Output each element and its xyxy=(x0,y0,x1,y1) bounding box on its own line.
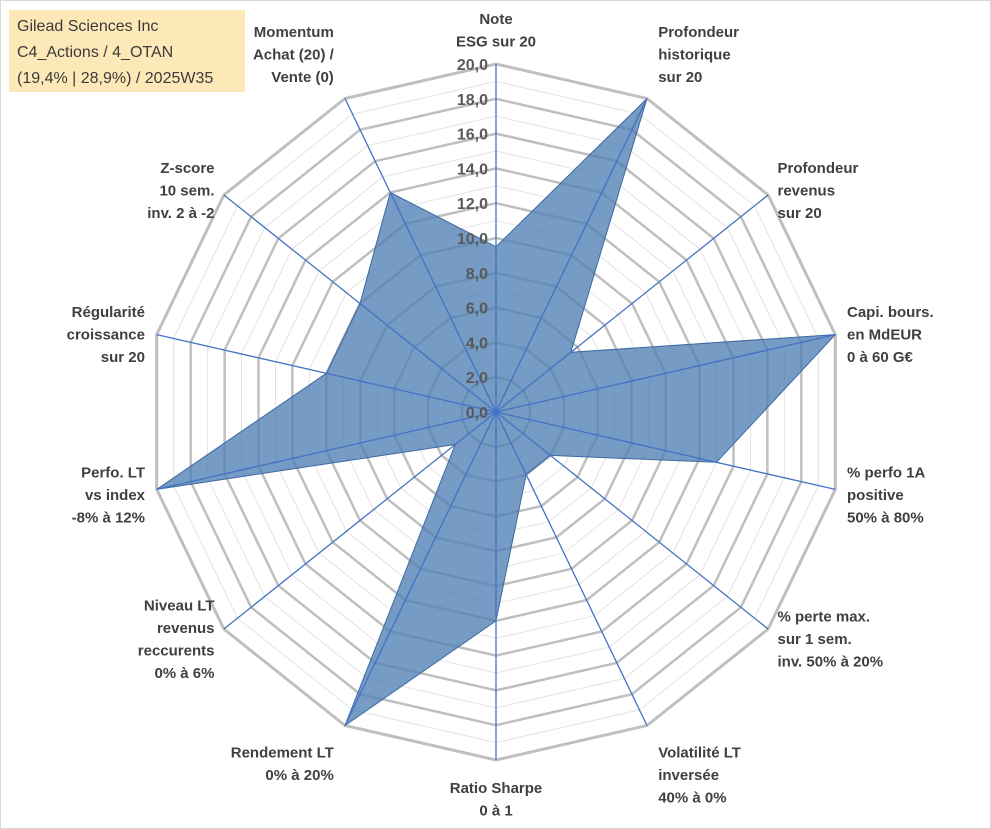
axis-label-line: Ratio Sharpe xyxy=(450,780,543,797)
axis-spoke xyxy=(344,411,497,726)
axis-label-line: vs index xyxy=(85,487,146,504)
axis-labels: Note ESG sur 20 Profondeur historique sur 20… xyxy=(67,11,934,820)
axis-label-line: inversée xyxy=(658,767,719,784)
axis-label: Niveau LT revenus reccurents 0% à 6% xyxy=(138,598,215,683)
axis-label-line: Z-score xyxy=(160,160,214,177)
title-line-company: Gilead Sciences Inc xyxy=(17,18,159,35)
chart-title-box: Gilead Sciences Inc C4_Actions / 4_OTAN … xyxy=(9,10,245,92)
axis-label-line: inv. 50% à 20% xyxy=(778,654,884,671)
axis-spoke xyxy=(495,98,648,413)
axis-spoke xyxy=(495,194,769,413)
tick-label: 4,0 xyxy=(466,335,488,352)
axis-label: % perfo 1A positive 50% à 80% xyxy=(847,464,926,526)
axis-label: Z-score 10 sem. inv. 2 à -2 xyxy=(147,160,214,222)
axis-label-line: 40% à 0% xyxy=(658,789,726,806)
axis-label-line: 0% à 20% xyxy=(265,767,333,784)
axis-label-line: 10 sem. xyxy=(159,182,214,199)
axis-label-line: Perfo. LT xyxy=(81,464,145,481)
axis-label: Perfo. LT vs index -8% à 12% xyxy=(72,464,146,526)
tick-label: 16,0 xyxy=(457,127,488,144)
axis-label-line: croissance xyxy=(67,327,145,344)
tick-label: 12,0 xyxy=(457,196,488,213)
axis-label-line: revenus xyxy=(778,182,836,199)
axis-label-line: % perte max. xyxy=(778,609,871,626)
axis-label-line: Rendement LT xyxy=(231,744,334,761)
axis-label-line: sur 1 sem. xyxy=(778,631,852,648)
radial-tick-labels: 0,0 2,0 4,0 6,0 8,0 10,0 12,0 14,0 16,0 18,0 20,0 xyxy=(457,57,488,422)
axis-label: Note ESG sur 20 xyxy=(456,11,536,51)
axis-label-line: Note xyxy=(479,11,512,28)
axis-spoke xyxy=(495,333,836,413)
axis-spoke xyxy=(495,411,836,491)
axis-label: Capi. bours. en MdEUR 0 à 60 G€ xyxy=(847,304,934,366)
axis-label-line: revenus xyxy=(157,620,215,637)
axis-label-line: -8% à 12% xyxy=(72,509,145,526)
axis-label-line: Vente (0) xyxy=(271,69,334,86)
axis-label-line: 0 à 1 xyxy=(479,803,512,820)
tick-label: 6,0 xyxy=(466,301,488,318)
axis-spokes xyxy=(156,64,836,760)
axis-spoke xyxy=(495,411,769,630)
tick-label: 0,0 xyxy=(466,405,488,422)
axis-label: Régularité croissance sur 20 xyxy=(67,304,145,366)
axis-label-line: 0 à 60 G€ xyxy=(847,349,914,366)
axis-spoke xyxy=(223,411,497,630)
axis-label: Rendement LT 0% à 20% xyxy=(231,744,334,784)
axis-label: Ratio Sharpe 0 à 1 xyxy=(450,780,543,820)
tick-label: 18,0 xyxy=(457,92,488,109)
axis-spoke xyxy=(156,333,497,413)
axis-label-line: reccurents xyxy=(138,643,215,660)
axis-spoke xyxy=(344,98,497,413)
axis-label-line: ESG sur 20 xyxy=(456,34,536,51)
axis-label-line: Régularité xyxy=(72,304,145,321)
axis-label: Volatilité LT inversée 40% à 0% xyxy=(658,744,741,806)
axis-label-line: en MdEUR xyxy=(847,327,922,344)
axis-spoke xyxy=(495,411,648,726)
tick-label: 20,0 xyxy=(457,57,488,74)
tick-label: 8,0 xyxy=(466,266,488,283)
axis-label-line: % perfo 1A xyxy=(847,464,926,481)
tick-label: 14,0 xyxy=(457,161,488,178)
axis-label-line: sur 20 xyxy=(658,69,702,86)
axis-label-line: Niveau LT xyxy=(144,598,215,615)
axis-label-line: sur 20 xyxy=(101,349,145,366)
axis-label-line: Volatilité LT xyxy=(658,744,741,761)
axis-spoke xyxy=(156,411,497,491)
axis-label-line: Profondeur xyxy=(658,24,739,41)
axis-label-line: 0% à 6% xyxy=(154,665,214,682)
title-line-category: C4_Actions / 4_OTAN xyxy=(17,44,174,61)
tick-label: 2,0 xyxy=(466,370,488,387)
axis-label-line: Achat (20) / xyxy=(253,47,335,64)
axis-label: Profondeur revenus sur 20 xyxy=(778,160,859,222)
axis-label-line: inv. 2 à -2 xyxy=(147,205,214,222)
axis-label: % perte max. sur 1 sem. inv. 50% à 20% xyxy=(778,609,884,671)
axis-label-line: positive xyxy=(847,487,904,504)
title-line-stats: (19,4% | 28,9%) / 2025W35 xyxy=(17,70,214,87)
axis-label-line: Capi. bours. xyxy=(847,304,934,321)
tick-label: 10,0 xyxy=(457,231,488,248)
axis-label: Momentum Achat (20) / Vente (0) xyxy=(253,24,335,86)
axis-label-line: Profondeur xyxy=(778,160,859,177)
axis-label-line: Momentum xyxy=(254,24,334,41)
axis-spoke xyxy=(223,194,497,413)
axis-label-line: historique xyxy=(658,47,731,64)
axis-label-line: 50% à 80% xyxy=(847,509,924,526)
axis-label-line: sur 20 xyxy=(778,205,822,222)
axis-label: Profondeur historique sur 20 xyxy=(658,24,739,86)
